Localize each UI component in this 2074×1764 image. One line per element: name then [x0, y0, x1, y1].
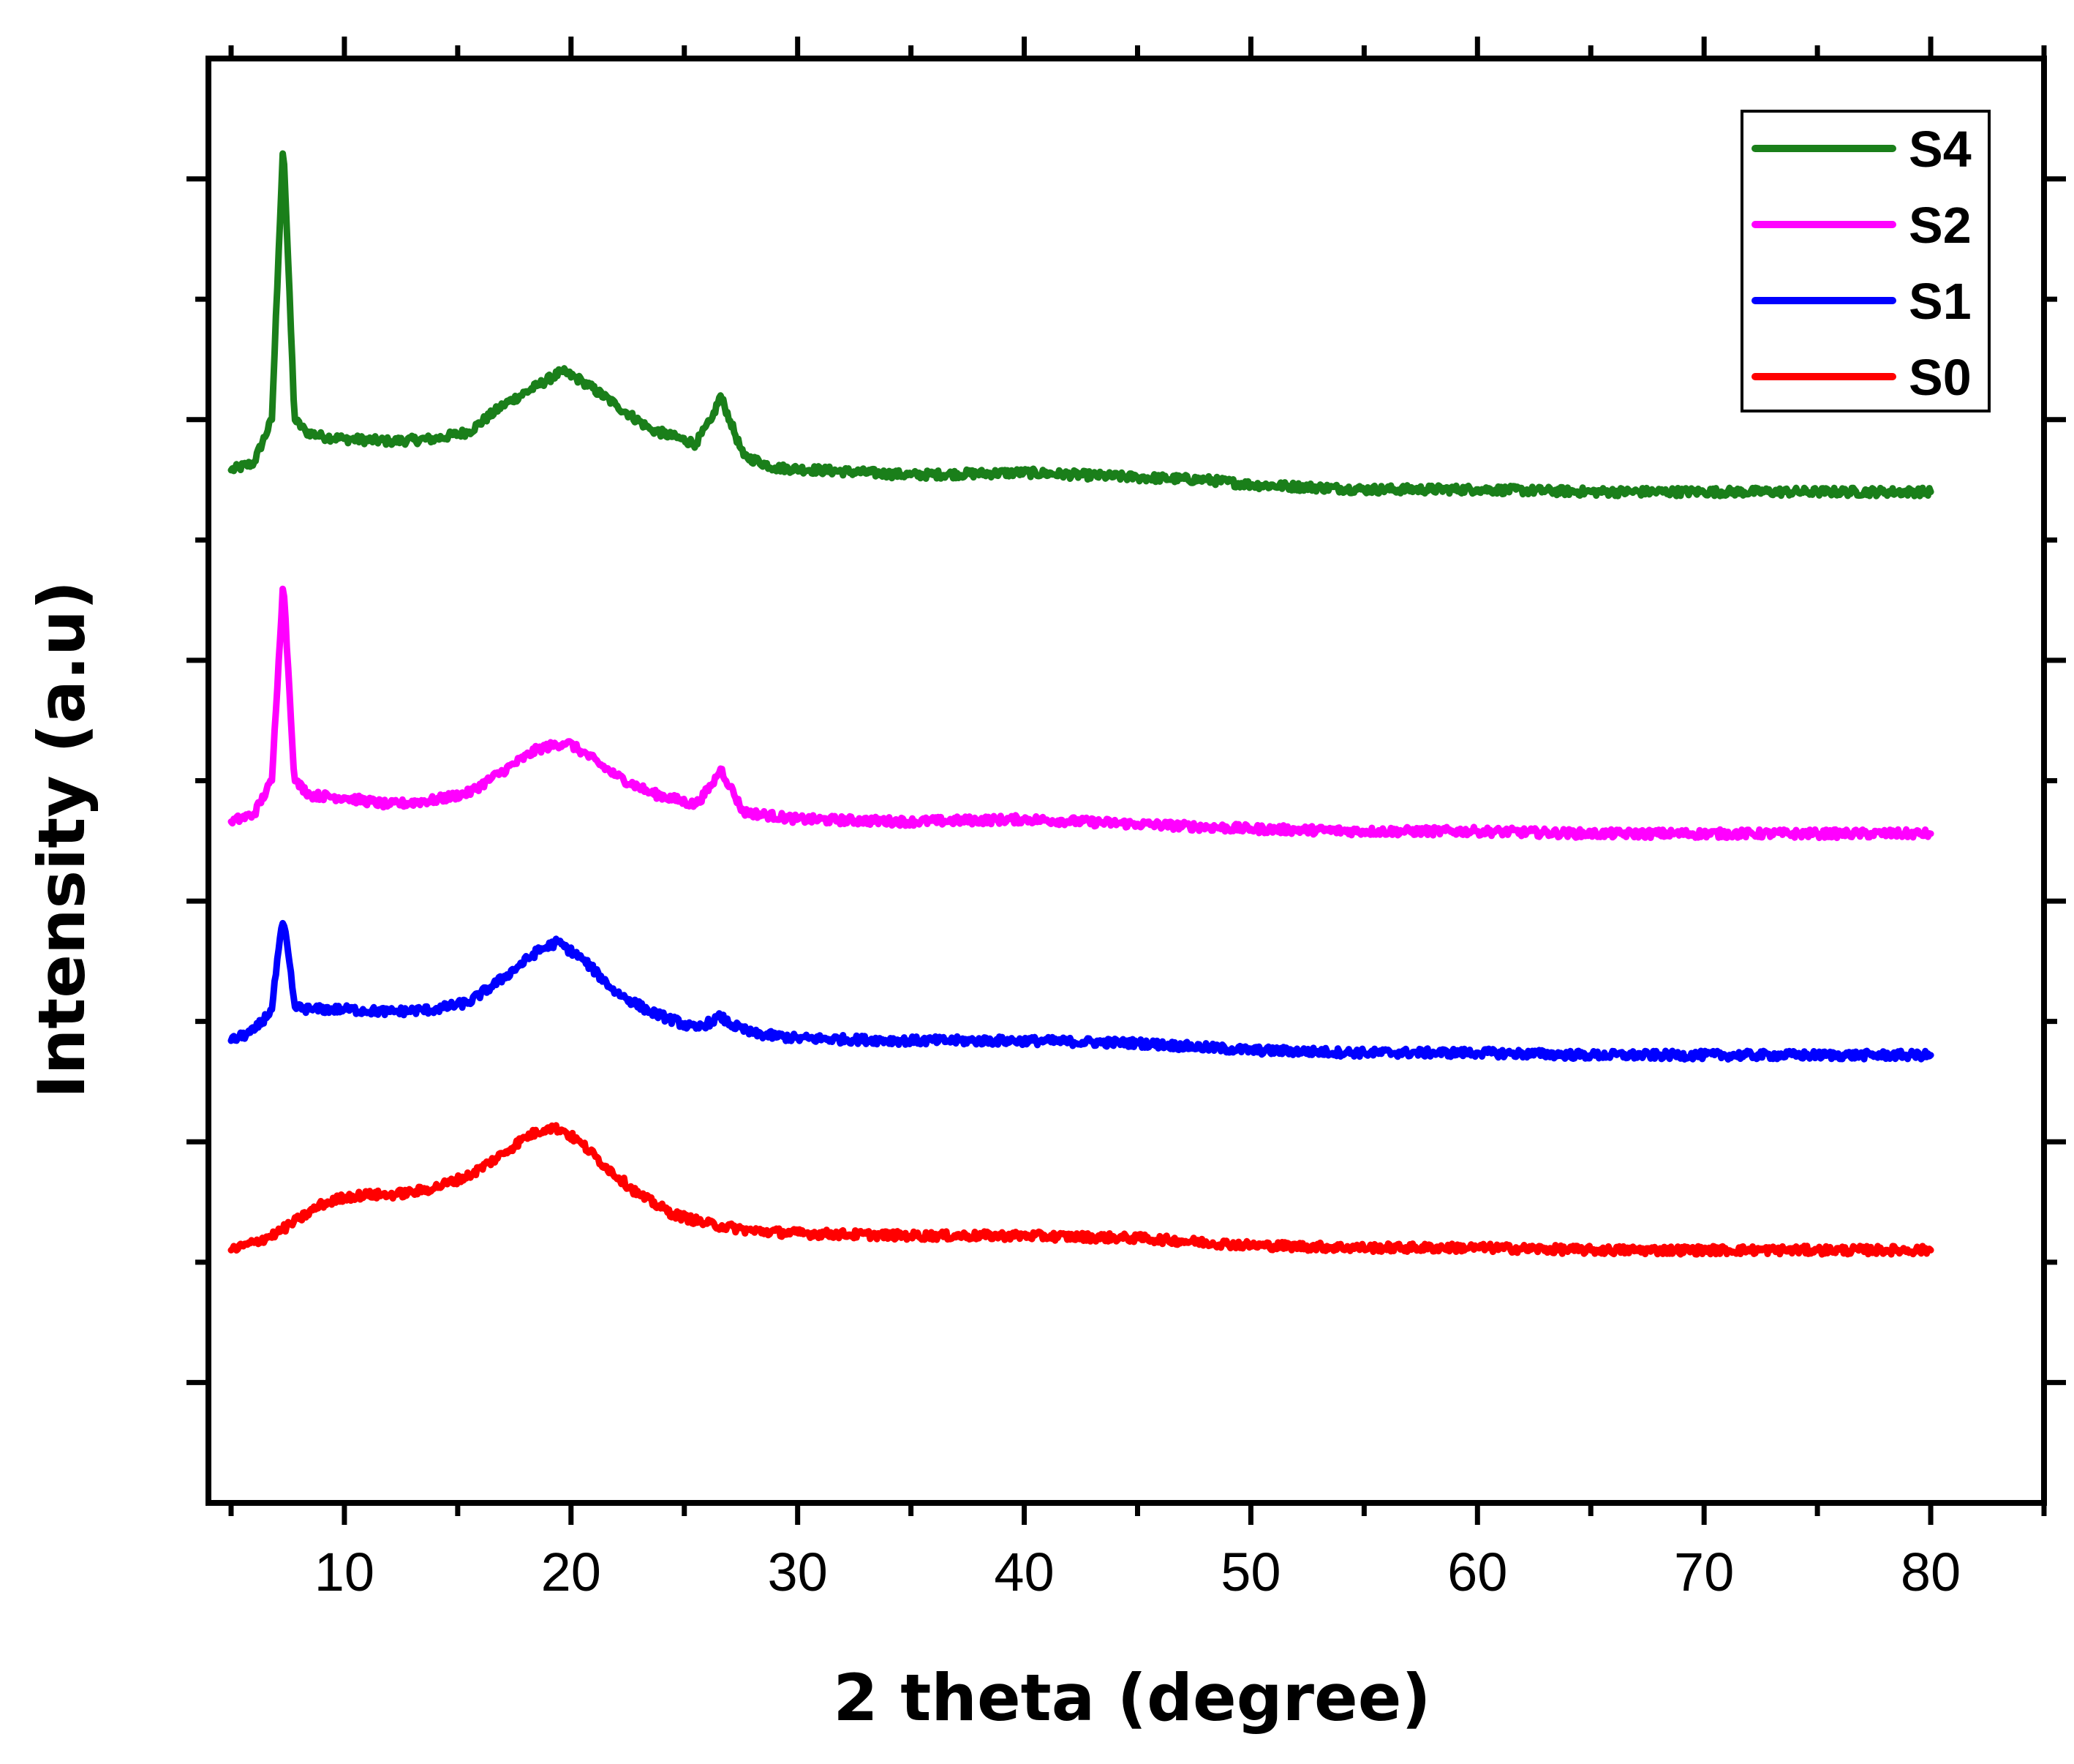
x-tick-label-30: 30 [768, 1542, 828, 1602]
x-tick-label-20: 20 [541, 1542, 601, 1602]
labels-layer: 2 theta (degree) Intensity (a.u) [24, 581, 1431, 1735]
legend-label-s2: S2 [1909, 197, 1972, 254]
legend-label-s1: S1 [1909, 273, 1972, 330]
x-tick-label-80: 80 [1901, 1542, 1961, 1602]
series-layer [227, 150, 1934, 1258]
series-line-s2 [227, 585, 1934, 842]
x-tick-label-70: 70 [1674, 1542, 1734, 1602]
x-tick-label-50: 50 [1221, 1542, 1281, 1602]
legend-label-s4: S4 [1909, 121, 1972, 178]
axes-layer: 10 20 30 40 50 60 70 80 [186, 37, 2066, 1602]
legend-box [1741, 110, 1991, 412]
series-line-s4 [227, 150, 1934, 500]
x-tick-label-40: 40 [994, 1542, 1054, 1602]
y-axis-title: Intensity (a.u) [24, 581, 99, 1098]
legend: S4 S2 S1 S0 [1741, 110, 1991, 412]
x-tick-label-10: 10 [314, 1542, 374, 1602]
legend-label-s0: S0 [1909, 349, 1972, 406]
series-line-s0 [227, 1122, 1934, 1258]
x-tick-label-60: 60 [1447, 1542, 1507, 1602]
series-line-s1 [227, 919, 1934, 1063]
x-axis-title: 2 theta (degree) [833, 1660, 1430, 1735]
